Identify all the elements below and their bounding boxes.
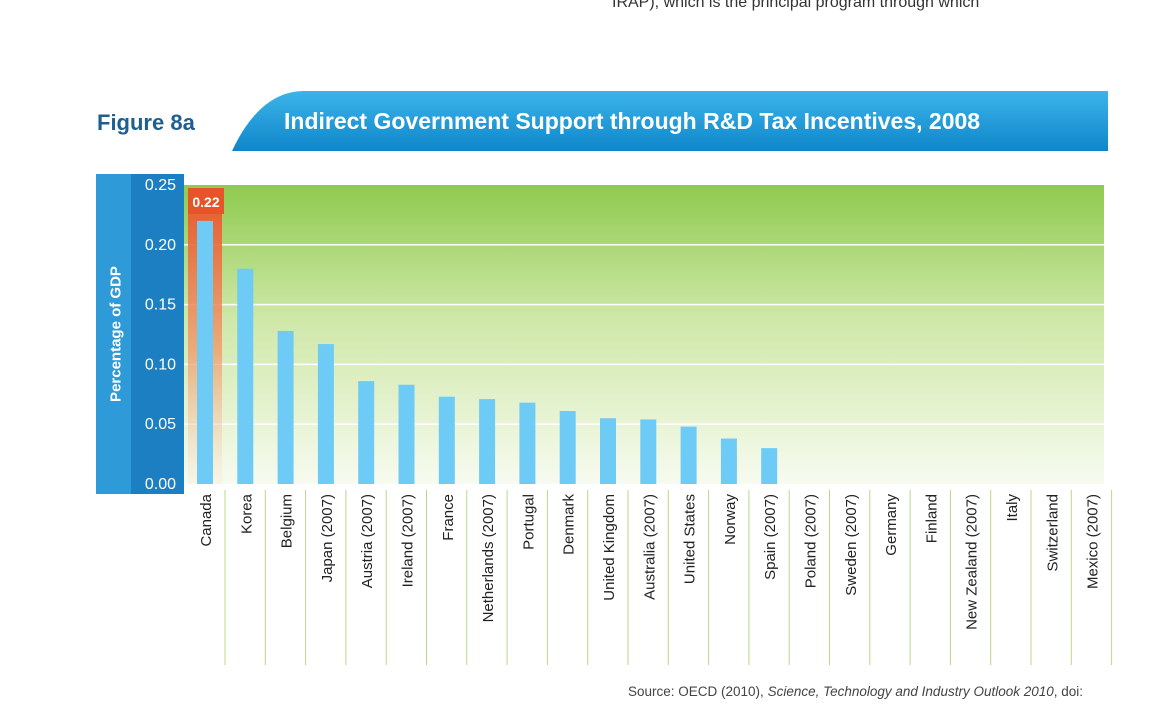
y-tick-label: 0.15: [145, 297, 176, 314]
x-tick-label: Finland: [923, 494, 940, 543]
chart-title: Indirect Government Support through R&D …: [284, 108, 981, 134]
x-tick-label: Portugal: [520, 494, 537, 550]
x-tick-label: New Zealand (2007): [964, 494, 981, 630]
x-tick-labels: Canada Korea Belgium Japan (2007) Austria (2…: [198, 490, 1113, 665]
y-tick-label: 0.20: [145, 237, 176, 254]
bar-ireland-2007: [398, 384, 415, 484]
x-tick-label: Ireland (2007): [400, 494, 417, 587]
bar-portugal: [519, 402, 536, 484]
highlight-value-label: 0.22: [192, 194, 219, 210]
x-tick-label: Sweden (2007): [843, 494, 860, 596]
x-tick-label: Belgium: [279, 494, 296, 548]
source-title: Science, Technology and Industry Outlook…: [767, 684, 1054, 699]
y-tick-label: 0.05: [145, 416, 176, 433]
bar-austria-2007: [358, 381, 375, 484]
bar-belgium: [277, 330, 294, 484]
y-tick-label: 0.25: [145, 177, 176, 194]
source-prefix: Source: OECD (2010),: [628, 684, 768, 699]
bar-united-states: [680, 426, 697, 484]
x-tick-label: France: [440, 494, 457, 541]
bar-australia-2007: [640, 419, 657, 484]
bar-canada: [197, 220, 213, 484]
y-tick-labels: 0.00 0.05 0.10 0.15 0.20 0.25: [145, 177, 176, 493]
bar-united-kingdom: [600, 418, 616, 484]
figure-label: Figure 8a: [97, 110, 195, 135]
x-tick-label: Japan (2007): [319, 494, 336, 582]
x-tick-label: Italy: [1004, 494, 1021, 522]
bar-japan-2007: [317, 344, 334, 484]
bar-korea: [237, 268, 254, 484]
y-tick-label: 0.10: [145, 356, 176, 373]
x-tick-label: United States: [682, 494, 699, 584]
x-tick-label: Austria (2007): [359, 494, 376, 588]
x-tick-label: United Kingdom: [601, 494, 618, 601]
bar-denmark: [559, 411, 576, 484]
body-text-fragment: IRAP), which is the principal program th…: [612, 0, 980, 11]
x-tick-label: Norway: [722, 494, 739, 545]
x-tick-label: Netherlands (2007): [480, 494, 497, 622]
y-axis-tick-panel: [131, 174, 184, 494]
bar-netherlands-2007: [479, 399, 496, 484]
bars: [197, 220, 778, 484]
bar-norway: [720, 438, 737, 484]
bar-france: [438, 396, 455, 484]
x-tick-label: Mexico (2007): [1085, 494, 1102, 589]
x-tick-label: Korea: [238, 493, 255, 534]
source-note: Source: OECD (2010), Science, Technology…: [628, 684, 1083, 699]
y-tick-label: 0.00: [145, 476, 176, 493]
x-tick-label: Spain (2007): [762, 494, 779, 580]
x-tick-label: Australia (2007): [641, 494, 658, 600]
x-tick-label: Germany: [883, 494, 900, 556]
x-tick-label: Denmark: [561, 494, 578, 555]
bar-spain-2007: [761, 448, 778, 484]
x-tick-label: Switzerland: [1044, 494, 1061, 572]
x-tick-label: Poland (2007): [803, 494, 820, 588]
source-suffix: , doi:: [1053, 684, 1084, 699]
x-tick-label: Canada: [198, 493, 215, 546]
highlight-label-box: [188, 188, 224, 214]
title-banner: [232, 91, 1108, 151]
